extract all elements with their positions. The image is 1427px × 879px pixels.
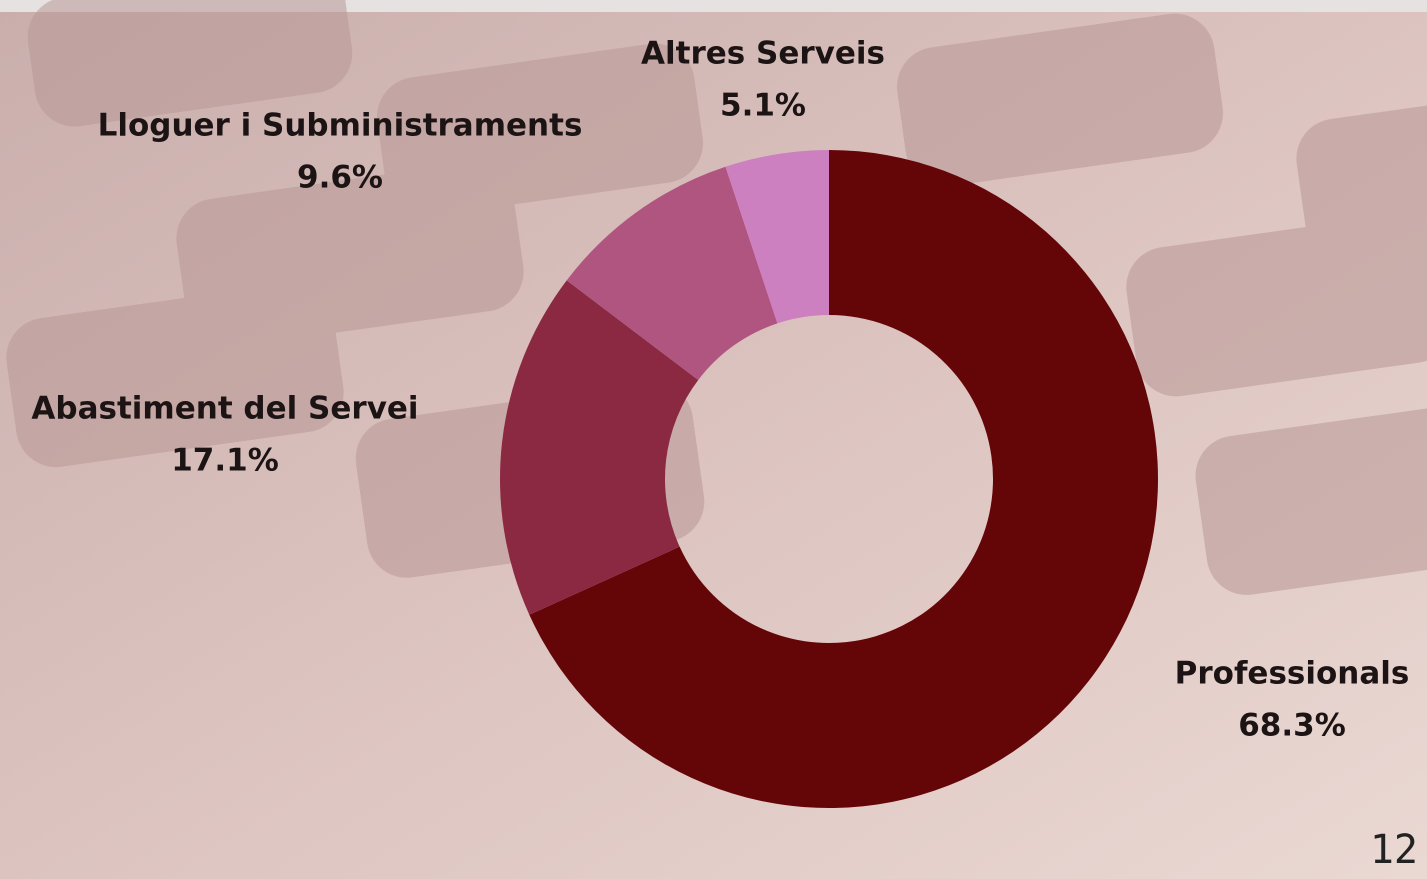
top-band (0, 0, 1427, 12)
value-label: 5.1% (720, 88, 806, 124)
donut-segment (529, 150, 1158, 808)
category-label: Lloguer i Subministraments (98, 108, 583, 144)
category-label: Abastiment del Servei (31, 391, 418, 427)
category-label: Professionals (1175, 656, 1410, 692)
donut-segment (500, 280, 699, 615)
value-label: 68.3% (1238, 708, 1346, 744)
value-label: 17.1% (171, 443, 279, 479)
page-number: 12 (1370, 827, 1418, 873)
category-label: Altres Serveis (641, 36, 885, 72)
background-keys (6, 0, 1427, 595)
donut-segment (725, 150, 829, 324)
donut-segment (566, 166, 778, 380)
value-label: 9.6% (297, 160, 383, 196)
